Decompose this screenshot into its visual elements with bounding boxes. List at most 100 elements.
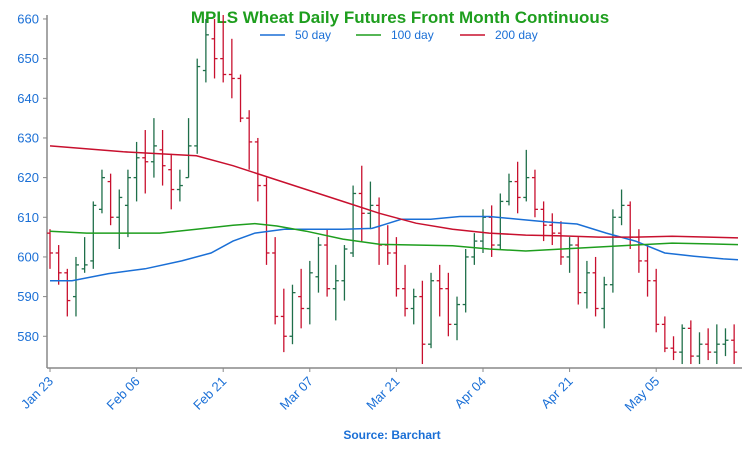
chart-title: MPLS Wheat Daily Futures Front Month Con…	[191, 8, 609, 27]
moving-average-lines	[49, 145, 739, 282]
y-tick-label: 660	[17, 11, 39, 26]
y-tick-label: 580	[17, 329, 39, 344]
legend-label: 100 day	[391, 28, 434, 42]
ohlc-bar	[176, 169, 183, 202]
ohlc-bar	[367, 181, 374, 230]
ohlc-bar	[47, 229, 53, 269]
ohlc-bar	[142, 130, 149, 194]
ohlc-bar	[220, 15, 227, 83]
ohlc-bar	[272, 237, 279, 325]
y-tick-label: 630	[17, 130, 39, 145]
y-tick-label: 610	[17, 210, 39, 225]
ohlc-bar	[531, 169, 538, 218]
ohlc-bar	[653, 268, 660, 333]
x-tick-label: Apr 04	[451, 374, 489, 412]
ohlc-bar	[618, 189, 625, 226]
ohlc-bar	[211, 18, 218, 79]
ohlc-bar	[679, 324, 686, 365]
ohlc-bar	[55, 245, 62, 285]
ohlc-bar	[523, 149, 530, 202]
ohlc-bar	[228, 38, 235, 99]
ohlc-bar	[393, 237, 400, 297]
ohlc-bar	[713, 324, 720, 365]
x-tick-label: Jan 23	[18, 374, 56, 412]
ohlc-bar	[436, 264, 443, 317]
ohlc-bar	[237, 74, 244, 123]
y-axis: 580 590 600 610 620 630 640 650 660	[17, 11, 48, 368]
ohlc-bar	[549, 213, 556, 246]
ohlc-bar	[350, 185, 357, 257]
ohlc-bar	[514, 161, 521, 214]
ohlc-bar	[246, 110, 253, 170]
ohlc-bar	[254, 137, 261, 202]
x-tick-label: Apr 21	[538, 374, 576, 412]
ohlc-bar	[635, 229, 642, 273]
ohlc-bar	[124, 169, 131, 238]
ohlc-bar	[315, 237, 322, 293]
y-tick-label: 650	[17, 51, 39, 66]
ohlc-bar	[419, 280, 426, 365]
legend: 50 day 100 day 200 day	[260, 28, 538, 42]
ohlc-bar	[462, 249, 469, 313]
x-tick-label: May 05	[622, 374, 663, 415]
legend-label: 200 day	[495, 28, 538, 42]
ohlc-bar	[150, 118, 157, 178]
x-tick-label: Mar 07	[277, 374, 316, 413]
ohlc-bar	[687, 320, 694, 365]
ohlc-bar	[133, 141, 140, 202]
ma-200-day-line	[49, 145, 739, 239]
x-tick-label: Feb 06	[103, 374, 142, 413]
ohlc-bar	[557, 221, 564, 265]
source-label: Source: Barchart	[343, 428, 440, 442]
ohlc-bar	[445, 272, 452, 337]
ohlc-bar	[298, 268, 305, 329]
ohlc-bar	[497, 193, 504, 250]
ohlc-bar	[583, 260, 590, 309]
ohlc-bar	[107, 173, 114, 226]
x-tick-label: Feb 21	[190, 374, 229, 413]
ohlc-bar	[185, 118, 192, 179]
ohlc-bar	[722, 328, 729, 357]
y-tick-label: 600	[17, 249, 39, 264]
ohlc-bar	[731, 324, 738, 365]
ohlc-bar	[263, 177, 270, 265]
ohlc-bar	[98, 169, 105, 214]
ohlc-bar	[566, 237, 573, 273]
ohlc-bar	[168, 153, 175, 210]
ohlc-bar	[64, 268, 71, 317]
ohlc-bar	[627, 201, 634, 250]
ohlc-bar	[376, 197, 383, 265]
ohlc-bar	[410, 288, 417, 325]
ohlc-bar	[670, 336, 677, 361]
ohlc-bar	[592, 256, 599, 317]
ohlc-bar	[575, 237, 582, 305]
ohlc-bar	[116, 189, 123, 250]
y-tick-label: 640	[17, 91, 39, 106]
ohlc-bar	[454, 296, 461, 341]
ohlc-bar	[306, 260, 313, 325]
ohlc-bar	[289, 284, 296, 345]
ohlc-bar	[202, 18, 209, 83]
ohlc-bar	[696, 332, 703, 365]
x-tick-label: Mar 21	[363, 374, 402, 413]
ohlc-bar	[644, 245, 651, 297]
y-tick-label: 620	[17, 170, 39, 185]
ohlc-bar	[428, 272, 435, 349]
ohlc-bar	[90, 201, 97, 269]
ohlc-bar	[358, 165, 365, 242]
ohlc-bar	[194, 58, 201, 154]
ma-100-day-line	[49, 222, 739, 252]
ohlc-bar	[72, 256, 79, 317]
ohlc-bar	[280, 288, 287, 353]
ohlc-bar	[661, 316, 668, 353]
ohlc-bar	[159, 130, 166, 186]
ohlc-bars	[47, 15, 738, 365]
ohlc-bar	[609, 209, 616, 293]
ohlc-bar	[705, 328, 712, 361]
ohlc-bar	[471, 233, 478, 265]
ohlc-bar	[505, 173, 512, 206]
ma-50-day-line	[50, 215, 739, 282]
ohlc-bar	[324, 229, 331, 297]
